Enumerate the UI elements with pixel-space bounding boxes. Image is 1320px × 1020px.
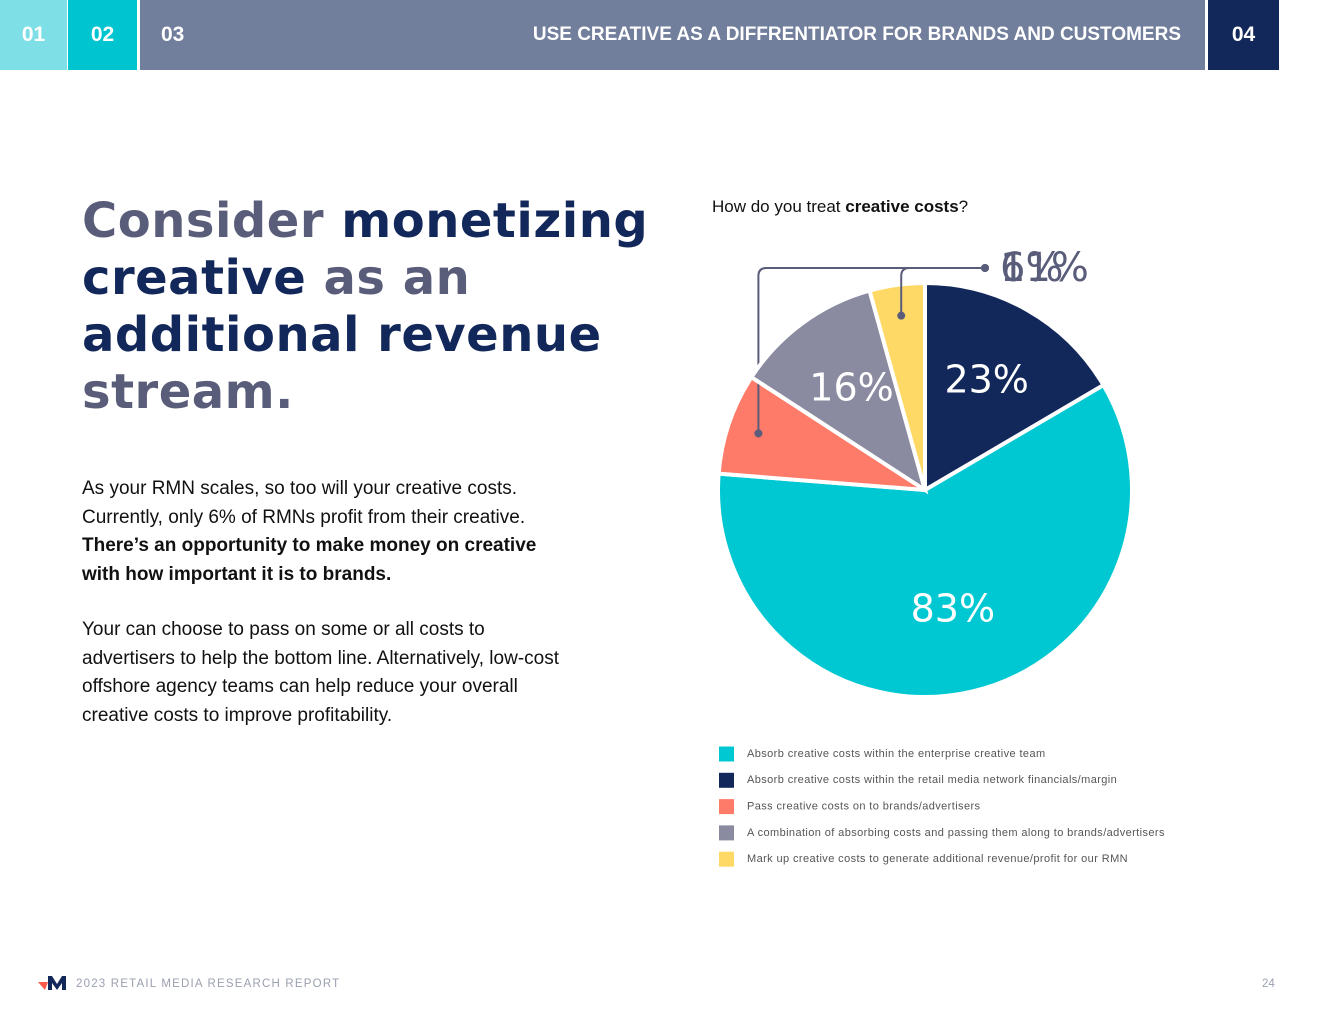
header-title: USE CREATIVE AS A DIFFRENTIATOR FOR BRAN… [532,24,1181,45]
data-label: 6% [1000,245,1063,291]
data-label: 83% [911,587,995,631]
pie-slice [716,382,1134,699]
bold-text: There’s an opportunity to make money on … [82,535,537,585]
headline-part: additional revenue [82,307,602,363]
legend-label: Pass creative costs on to brands/adverti… [747,801,981,813]
legend-swatch [719,825,734,841]
leader-dot [981,264,989,272]
legend-label: Absorb creative costs within the enterpr… [747,748,1046,760]
header-bar: 03 USE CREATIVE AS A DIFFRENTIATOR FOR B… [140,0,1205,70]
legend-swatch [719,746,734,762]
leader-dot [897,311,906,320]
legend-label: Absorb creative costs within the retail … [747,774,1117,786]
legend-swatch [719,799,734,815]
headline-part: Consider [82,193,342,249]
logo [38,976,66,990]
legend: Absorb creative costs within the enterpr… [719,746,1165,867]
headline-part: as an [306,250,471,306]
pie-slice [867,280,927,491]
footer-text: 2023 RETAIL MEDIA RESEARCH REPORT [76,978,341,990]
pie-slice [748,288,929,495]
leader-line [900,267,985,316]
paragraph: Your can choose to pass on some or all c… [82,619,559,726]
text: As your RMN scales, so too will your cre… [82,478,526,528]
tab[interactable]: 02 [68,0,137,70]
text: How do you treat [712,197,845,216]
leader-dot [981,264,989,272]
pie-slice [923,280,1107,494]
headline-part: creative [82,250,307,306]
leader-dot [754,429,763,438]
chart-title: How do you treat creative costs? [712,197,968,216]
paragraph: As your RMN scales, so too will your cre… [82,475,562,589]
tab[interactable]: 01 [0,0,67,70]
legend-label: A combination of absorbing costs and pas… [747,827,1165,839]
text: ? [959,197,968,216]
data-label: 11% [1000,245,1089,291]
logo-shape [48,976,66,990]
legend-swatch [719,772,734,788]
text: creative costs [845,197,958,216]
data-label: 16% [809,365,893,409]
pie: 23% 83% 11% 16% 6% [716,245,1134,699]
data-label: 23% [944,358,1028,402]
page-number: 24 [1262,978,1275,990]
legend-swatch [719,851,734,867]
tab[interactable]: 03 [161,23,185,46]
leader-line [757,267,985,434]
legend-label: Mark up creative costs to generate addit… [747,853,1128,865]
headline-part: monetizing [341,193,649,249]
headline-part: stream. [82,364,294,420]
headline: Consider monetizing creative as an addit… [82,193,662,421]
logo-shape [38,982,48,990]
tab[interactable]: 04 [1208,0,1279,70]
pie-slice [716,374,927,492]
